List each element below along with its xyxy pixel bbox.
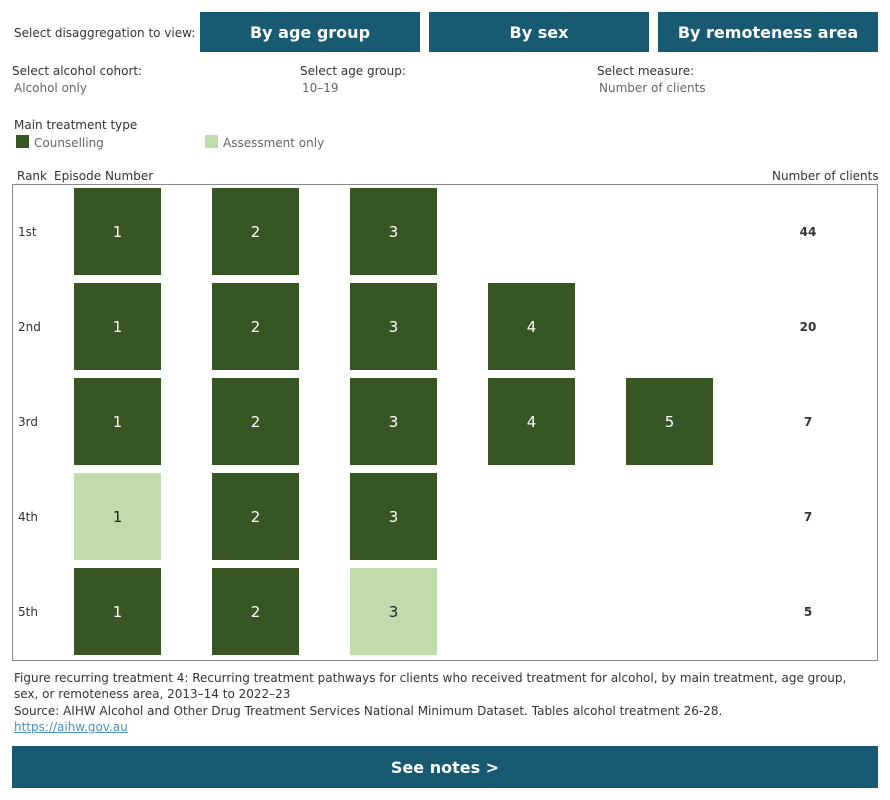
tile: 3 (350, 378, 437, 465)
tile: 2 (212, 473, 299, 560)
tile: 4 (488, 378, 575, 465)
tile: 1 (74, 188, 161, 275)
link[interactable]: https://aihw.gov.au (14, 720, 128, 734)
tile: 3 (350, 188, 437, 275)
clients: 44 (799, 225, 817, 239)
clients: 7 (803, 510, 813, 524)
filter-label: Select alcohol cohort: (12, 64, 143, 78)
tile: 2 (212, 283, 299, 370)
button[interactable]: By sex (429, 12, 649, 52)
filter-value[interactable]: 10–19 (302, 81, 339, 95)
rank: 3rd (18, 415, 38, 429)
filter-value[interactable]: Alcohol only (14, 81, 87, 95)
rank: 1st (18, 225, 37, 239)
filter-label: Select age group: (300, 64, 406, 78)
tile: 1 (74, 378, 161, 465)
tile: 1 (74, 473, 161, 560)
tile: 3 (350, 283, 437, 370)
source: Source: AIHW Alcohol and Other Drug Trea… (14, 704, 723, 718)
button[interactable]: By remoteness area (658, 12, 878, 52)
tile: 2 (212, 188, 299, 275)
tile: 3 (350, 473, 437, 560)
legend-label: Assessment only (223, 136, 325, 150)
legend-swatch (205, 135, 218, 148)
tile: 4 (488, 283, 575, 370)
filter-value[interactable]: Number of clients (599, 81, 706, 95)
table-frame (12, 184, 878, 661)
rank: 5th (18, 605, 38, 619)
tile: 1 (74, 283, 161, 370)
clients: 20 (799, 320, 817, 334)
tile: 1 (74, 568, 161, 655)
tile: 2 (212, 568, 299, 655)
tile: 3 (350, 568, 437, 655)
legend-title: Main treatment type (14, 118, 138, 132)
clients: 7 (803, 415, 813, 429)
rank: 4th (18, 510, 38, 524)
button[interactable]: By age group (200, 12, 420, 52)
legend-label: Counselling (34, 136, 104, 150)
header: Episode Number (54, 169, 154, 183)
rank: 2nd (18, 320, 41, 334)
header: Number of clients (772, 169, 879, 183)
tile: 2 (212, 378, 299, 465)
filter-label: Select measure: (597, 64, 695, 78)
control-label: Select disaggregation to view: (14, 26, 196, 40)
header: Rank (17, 169, 47, 183)
clients: 5 (803, 605, 813, 619)
tile: 5 (626, 378, 713, 465)
legend-swatch (16, 135, 29, 148)
caption: Figure recurring treatment 4: Recurring … (14, 671, 847, 701)
notes-button[interactable]: See notes > (12, 746, 878, 788)
